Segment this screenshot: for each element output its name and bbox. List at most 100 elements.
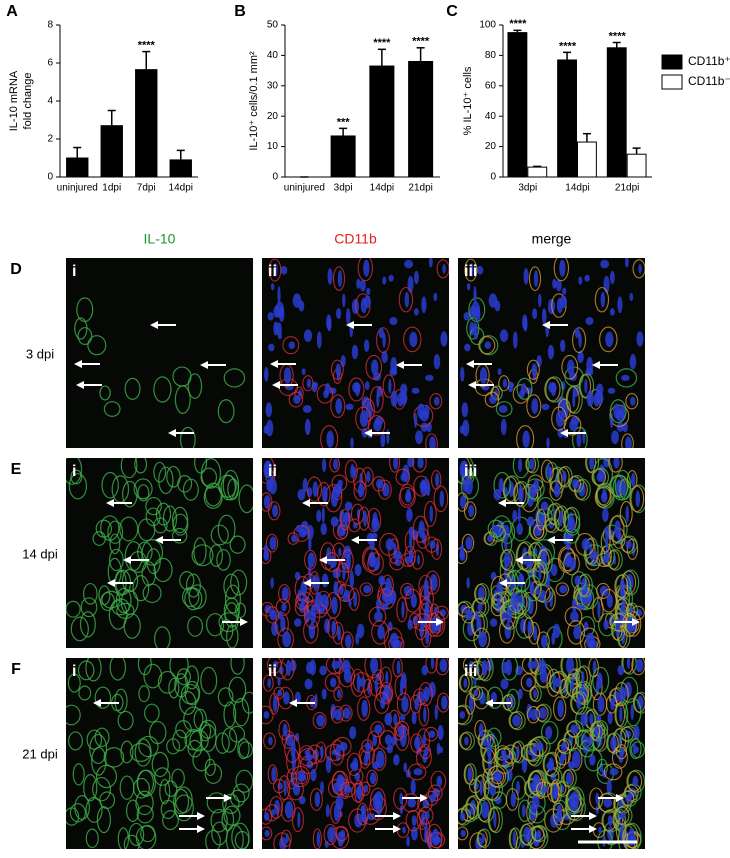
cd11b-signal [336,562,350,586]
il10-signal [98,585,111,606]
nucleus [272,695,278,712]
cd11b-signal [508,828,518,849]
nucleus [459,495,467,509]
il10-signal [140,824,156,843]
nucleus [460,829,466,837]
il10-signal [151,751,169,778]
il10-signal [561,658,581,680]
cd11b-signal [275,598,291,617]
cd11b-signal [333,736,352,757]
bar [169,159,192,178]
nucleus [373,419,382,432]
cd11b-signal [262,458,276,484]
cd11b-signal [330,394,346,419]
nucleus [528,458,535,470]
nucleus [566,658,575,674]
nucleus [321,485,328,503]
cd11b-signal [348,587,360,611]
nucleus [489,394,497,404]
cd11b-signal [383,627,403,648]
nucleus [520,383,527,395]
cd11b-signal [264,804,279,822]
subpanel-label: iii [464,663,477,680]
cd11b-signal [512,384,530,404]
nucleus [316,831,321,847]
nucleus [620,811,626,820]
error-bar [582,132,591,143]
nucleus [335,363,342,377]
column-header: IL-10 [144,231,176,247]
cd11b-signal [425,433,438,448]
cd11b-signal [410,733,423,753]
cd11b-signal [341,549,354,574]
cd11b-signal [478,336,496,355]
il10-signal [238,484,253,514]
il10-signal [109,533,121,555]
row-label: 3 dpi [26,346,54,361]
il10-signal [533,561,549,587]
nucleus [413,308,419,316]
cd11b-signal [374,692,390,714]
nucleus [629,292,634,302]
cd11b-signal [578,374,592,398]
y-tick-label: 0 [47,172,53,183]
il10-signal [120,740,134,764]
arrow-head [542,321,550,329]
cd11b-signal [370,721,385,738]
nucleus [585,317,594,326]
nucleus [534,658,538,670]
il10-signal [554,505,570,532]
nucleus [283,779,287,796]
il10-signal [592,467,610,487]
nucleus [559,259,566,277]
nucleus [532,308,538,320]
x-tick-label: uninjured [284,183,325,194]
nucleus [371,532,378,539]
nucleus [306,378,312,388]
il10-signal [205,829,221,849]
nucleus [386,428,390,445]
cd11b-signal [491,770,505,785]
cd11b-signal [303,549,317,571]
panel-letter: C [446,3,458,20]
cd11b-signal [521,658,539,674]
il10-signal [174,385,191,414]
nucleus [399,714,406,721]
nucleus [461,460,469,479]
nucleus [327,317,332,332]
nucleus [297,811,301,828]
cd11b-signal [418,682,433,707]
nucleus [263,812,270,821]
nucleus [297,771,306,782]
nucleus [589,458,595,470]
il10-signal [630,484,645,514]
cd11b-signal [312,828,322,849]
nucleus [631,473,636,487]
nucleus [632,742,637,755]
il10-signal [136,805,154,824]
arrow-head [364,429,372,437]
nucleus [305,753,313,761]
nucleus [570,791,580,809]
il10-signal [223,701,237,728]
il10-signal [564,513,581,536]
nucleus [435,473,440,487]
y-tick-label: 4 [47,96,53,107]
il10-signal [124,377,141,400]
cd11b-signal [392,658,403,678]
x-tick-label: 21dpi [408,183,432,194]
nucleus [290,740,296,758]
nucleus [598,826,602,834]
nucleus [501,753,509,761]
il10-signal [133,478,153,500]
nucleus [382,276,387,285]
arrow-head [499,579,507,587]
arrow-head [351,536,359,544]
cd11b-signal [419,744,432,760]
nucleus [417,554,421,565]
significance-label: **** [559,40,577,52]
il10-signal [487,764,510,789]
il10-signal [91,746,107,776]
nucleus [635,490,641,508]
